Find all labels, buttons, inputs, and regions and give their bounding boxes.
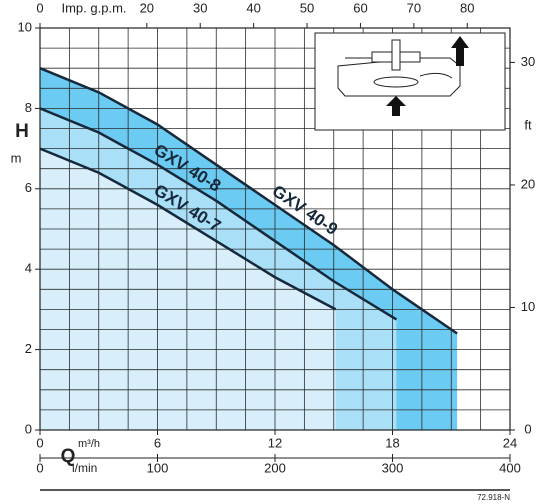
x-tick-label: 0 bbox=[36, 435, 43, 450]
y-label: H bbox=[15, 121, 29, 142]
x3-tick-label: 70 bbox=[407, 0, 421, 15]
curve bbox=[39, 147, 337, 311]
x3-tick-label: 40 bbox=[246, 0, 260, 15]
x3-unit: Imp. g.p.m. bbox=[61, 0, 126, 15]
x3-tick-label: 80 bbox=[460, 0, 474, 15]
x3-tick-label: 30 bbox=[193, 0, 207, 15]
x2-tick-label: 400 bbox=[499, 460, 521, 475]
x2-unit: l/min bbox=[72, 461, 97, 475]
x3-tick-label: 50 bbox=[300, 0, 314, 15]
y-tick-label: 0 bbox=[25, 421, 32, 436]
x3-tick-label: 60 bbox=[353, 0, 367, 15]
code: 72.918-N bbox=[477, 493, 510, 502]
x2-tick-label: 200 bbox=[264, 460, 286, 475]
x-tick-label: 18 bbox=[385, 435, 399, 450]
y2-tick-label: 0 bbox=[524, 421, 531, 436]
y-tick-label: 2 bbox=[25, 341, 32, 356]
x2-tick-label: 100 bbox=[147, 460, 169, 475]
y-tick-label: 10 bbox=[18, 19, 32, 34]
x3-tick-label: 0 bbox=[36, 0, 43, 15]
y-tick-label: 4 bbox=[25, 261, 32, 276]
y-unit: m bbox=[11, 150, 22, 165]
x2-tick-label: 300 bbox=[382, 460, 404, 475]
x-tick-label: 12 bbox=[268, 435, 282, 450]
x3-tick-label: 20 bbox=[140, 0, 154, 15]
curve bbox=[39, 67, 458, 335]
inset-diagram bbox=[314, 32, 506, 131]
y2-tick-label: 10 bbox=[521, 299, 535, 314]
x2-tick-label: 0 bbox=[36, 460, 43, 475]
y2-label: ft bbox=[524, 117, 532, 132]
x-label: Q bbox=[61, 446, 76, 467]
y2-tick-label: 20 bbox=[521, 176, 535, 191]
x-tick-label: 24 bbox=[503, 435, 517, 450]
x-tick-label: 6 bbox=[154, 435, 161, 450]
y2-tick-label: 30 bbox=[521, 54, 535, 69]
y-tick-label: 6 bbox=[25, 180, 32, 195]
curve bbox=[39, 107, 398, 321]
y-tick-label: 8 bbox=[25, 100, 32, 115]
lines bbox=[39, 67, 458, 335]
x-unit: m³/h bbox=[78, 438, 100, 450]
